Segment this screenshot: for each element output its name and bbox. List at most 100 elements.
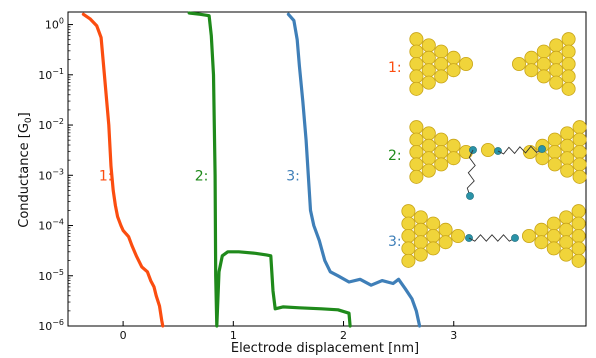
gold-atom [458,57,473,72]
y-tick-base: 10 [38,220,52,233]
gold-atom [546,216,561,231]
gold-atom [571,204,586,219]
gold-atom [401,228,416,243]
y-tick-base: 10 [38,320,52,333]
gold-atom [571,253,586,268]
schematic-label-3: 3: [388,234,402,250]
gold-atom [571,216,586,231]
gold-atom [571,241,586,256]
curve-3-label: 3: [286,168,300,184]
gold-atom [572,157,587,172]
gold-atom [561,44,576,59]
x-tick-label: 2 [340,329,347,342]
gold-atom [401,241,416,256]
y-tick-exponent: −5 [52,268,64,277]
gold-atom [536,44,551,59]
gold-atom [434,69,449,84]
gold-atom [572,132,587,147]
gold-atom [522,228,537,243]
curve-3-line [286,12,422,328]
gold-atom [421,138,436,153]
x-tick-label: 0 [120,329,127,342]
gold-atom [561,69,576,84]
y-axis-label-close: ] [17,112,32,117]
panel-2-chain-down [466,149,476,197]
gold-atom [547,144,562,159]
gold-atom [434,44,449,59]
y-tick-label: 10−2 [38,117,64,132]
gold-atom [572,169,587,184]
gold-atom [572,120,587,135]
gold-atom [546,241,561,256]
gold-atom [413,235,428,250]
gold-atom [512,57,527,72]
gold-atom [421,63,436,78]
y-tick-base: 10 [38,119,52,132]
gold-atom [446,63,461,78]
gold-atom [409,169,424,184]
gold-atom [446,138,461,153]
gold-atom [547,132,562,147]
y-tick-exponent: −4 [52,218,64,227]
gold-atom [536,57,551,72]
gold-atom [535,151,550,166]
gold-atom [413,222,428,237]
gold-atom [401,253,416,268]
gold-atom [559,222,574,237]
gold-atom [409,69,424,84]
gold-atom [401,204,416,219]
anchor-atom [538,145,546,153]
y-tick-exponent: −1 [52,67,64,76]
gold-atom [571,228,586,243]
anchor-atom [511,234,519,242]
gold-atom [572,144,587,159]
gold-atom [549,50,564,65]
gold-atom [560,126,575,141]
gold-atom [434,132,449,147]
gold-atom [450,228,465,243]
gold-atom [547,157,562,172]
y-axis-label-main: Conductance [G [17,123,32,228]
panel-2-right-cluster [523,120,587,184]
y-axis-label: Conductance [G0] [17,112,34,227]
panel-1-left-cluster [409,32,473,96]
gold-atom [434,144,449,159]
gold-atom [560,151,575,166]
plot-frame [67,11,587,327]
y-tick-label: 10−4 [38,218,64,233]
y-tick-label: 10−6 [38,318,64,333]
gold-atom [409,144,424,159]
gold-atom [426,216,441,231]
gold-atom [534,235,549,250]
y-tick-base: 10 [38,69,52,82]
x-tick-label: 1 [230,329,237,342]
gold-atom [560,138,575,153]
gold-atom [421,151,436,166]
curve-1-line [81,12,165,328]
curve-labels: 1: 2: 3: [99,168,300,184]
panel-3-right-cluster [522,204,586,268]
curve-1-label: 1: [99,168,113,184]
gold-atom [524,63,539,78]
y-tick-exponent: 0 [59,17,64,26]
gold-atom [561,81,576,96]
gold-atom [549,75,564,90]
panel-2-left-cluster [409,120,473,184]
gold-atom [409,57,424,72]
bridge-gold-atom [480,142,495,157]
anchor-atom [466,192,474,200]
panel-3-chain [468,234,516,242]
gold-atom [438,222,453,237]
gold-atom [426,228,441,243]
gold-atom [549,38,564,53]
gold-atom [409,81,424,96]
gold-atom [434,157,449,172]
curve-2-line [187,11,352,328]
gold-atom [409,120,424,135]
gold-atom [426,241,441,256]
gold-atom [413,247,428,262]
gold-atom [421,126,436,141]
gold-atom [421,50,436,65]
y-tick-base: 10 [38,169,52,182]
